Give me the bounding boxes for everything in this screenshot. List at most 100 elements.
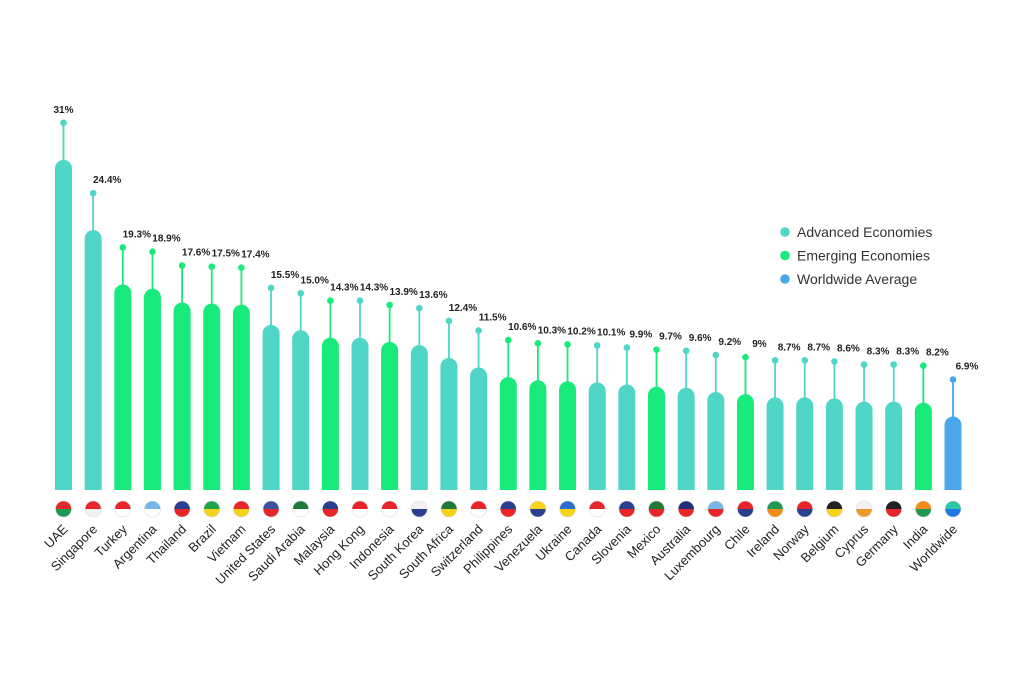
value-label: 17.6% <box>182 248 210 259</box>
value-label: 15.0% <box>301 275 329 286</box>
flag-indonesia-icon <box>381 500 398 518</box>
flag-philippines-icon <box>499 500 517 518</box>
flag-luxembourg-icon <box>707 500 725 518</box>
flag-singapore-icon <box>84 500 102 518</box>
value-label: 10.1% <box>597 327 625 338</box>
bar-uae <box>55 159 72 490</box>
value-marker-dot <box>238 264 245 271</box>
value-label: 18.9% <box>152 234 180 245</box>
flag-saudi-arabia-icon <box>292 500 310 518</box>
flag-thailand-icon <box>173 500 191 518</box>
globe-icon <box>944 500 962 518</box>
value-marker-dot <box>949 376 957 383</box>
value-marker-dot <box>534 340 542 347</box>
bar-ukraine <box>559 381 577 490</box>
flag-vietnam-icon <box>233 500 250 518</box>
bar-chile <box>736 394 754 490</box>
flag-ukraine-icon <box>559 500 576 518</box>
flag-slovenia-icon <box>618 500 636 518</box>
flag-argentina-icon <box>144 500 161 518</box>
bar-philippines <box>499 377 517 490</box>
bar-malaysia <box>321 337 339 490</box>
bar-singapore <box>84 230 102 490</box>
bar-argentina <box>143 288 161 490</box>
value-marker-dot <box>623 344 631 351</box>
value-marker-dot <box>119 244 127 251</box>
value-label: 15.5% <box>271 270 299 281</box>
value-marker-dot <box>771 357 779 364</box>
flag-switzerland-icon <box>470 500 487 518</box>
value-marker-dot <box>653 346 660 353</box>
flag-canada-icon <box>588 500 606 518</box>
value-marker-dot <box>920 362 927 369</box>
value-label: 17.4% <box>241 250 269 261</box>
value-label: 8.2% <box>926 348 949 359</box>
legend: Advanced Economies Emerging Economies Worl… <box>780 224 932 287</box>
value-marker-dot <box>593 342 601 349</box>
value-marker-dot <box>327 297 334 305</box>
value-label: 8.7% <box>807 342 830 353</box>
bar-south-africa <box>440 357 458 490</box>
bar-saudi-arabia <box>292 330 310 490</box>
flag-south-korea-icon <box>410 500 428 518</box>
bar-worldwide <box>944 416 962 490</box>
value-label: 9% <box>752 339 767 350</box>
value-label: 13.9% <box>389 287 417 298</box>
bar-india <box>914 402 932 490</box>
flag-ireland-icon <box>766 500 784 518</box>
value-label: 8.3% <box>896 347 919 358</box>
value-marker-dot <box>208 263 216 270</box>
flag-cyprus-icon <box>855 500 873 518</box>
bar-mexico <box>648 386 665 490</box>
value-label: 9.7% <box>659 332 682 343</box>
value-label: 31% <box>53 105 73 116</box>
value-marker-dot <box>742 353 749 361</box>
value-marker-dot <box>712 351 720 359</box>
legend-swatch-advanced <box>780 227 790 237</box>
flag-australia-icon <box>677 500 695 518</box>
value-label: 8.3% <box>867 347 890 358</box>
value-marker-dot <box>564 341 571 348</box>
flag-turkey-icon <box>114 500 132 518</box>
bar-ireland <box>766 397 784 490</box>
bar-hong-kong <box>351 337 369 490</box>
value-label: 9.6% <box>689 333 712 344</box>
value-marker-dot <box>267 284 275 292</box>
bar-canada <box>588 382 606 490</box>
value-label: 9.2% <box>718 337 741 348</box>
value-label: 8.7% <box>778 342 801 353</box>
value-marker-dot <box>860 361 868 368</box>
value-marker-dot <box>89 189 97 197</box>
flag-india-icon <box>915 500 932 518</box>
flag-south-africa-icon <box>440 500 458 518</box>
bar-norway <box>796 397 814 490</box>
value-marker-dot <box>178 262 186 269</box>
bar-united-states <box>262 324 280 490</box>
value-label: 13.6% <box>419 290 447 301</box>
flag-united-states-icon <box>262 500 280 518</box>
value-label: 8.6% <box>837 343 860 354</box>
value-marker-dot <box>356 297 364 305</box>
value-marker-dot <box>890 361 897 368</box>
bar-venezuela <box>529 380 547 490</box>
bar-thailand <box>173 302 191 490</box>
value-marker-dot <box>682 347 690 355</box>
value-label: 17.5% <box>212 249 240 260</box>
value-label: 10.2% <box>567 326 595 337</box>
flag-belgium-icon <box>826 500 843 518</box>
value-marker-dot <box>416 304 423 312</box>
value-marker-dot <box>149 248 156 256</box>
legend-label-worldwide: Worldwide Average <box>797 271 917 287</box>
value-label: 12.4% <box>449 303 477 314</box>
value-label: 14.3% <box>360 283 388 294</box>
flag-venezuela-icon <box>529 500 547 518</box>
value-marker-dot <box>297 289 305 297</box>
flag-germany-icon <box>885 500 903 518</box>
bar-slovenia <box>618 384 636 490</box>
flag-chile-icon <box>737 500 754 518</box>
bar-australia <box>677 387 695 490</box>
value-label: 24.4% <box>93 175 121 186</box>
legend-label-emerging: Emerging Economies <box>797 248 930 264</box>
flag-malaysia-icon <box>322 500 339 518</box>
